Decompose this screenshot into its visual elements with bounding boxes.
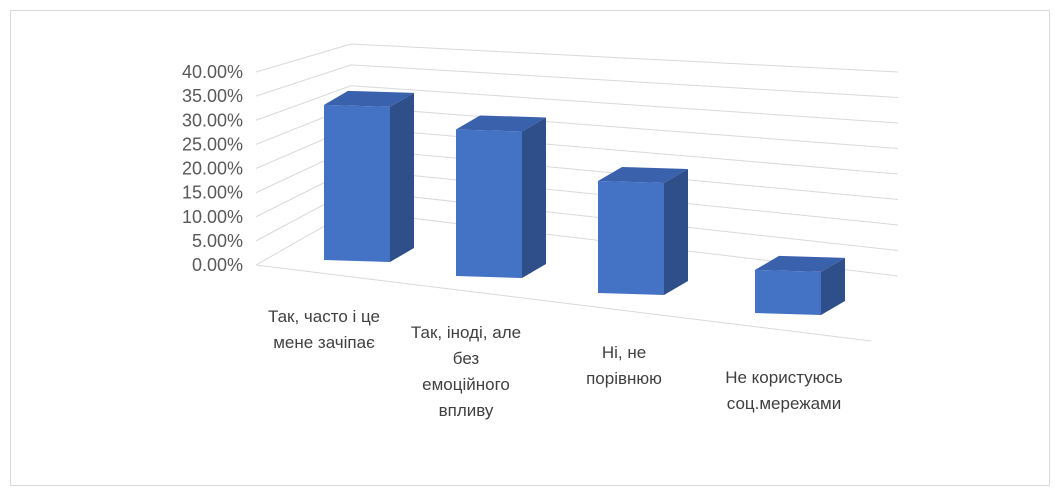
bar-side — [522, 117, 546, 279]
y-tick-label: 40.00% — [182, 62, 243, 82]
y-tick-label: 30.00% — [182, 110, 243, 130]
category-label: Так, часто і це мене зачіпає — [268, 307, 380, 352]
y-tick-label: 15.00% — [182, 183, 243, 203]
gridline — [255, 85, 899, 124]
y-axis-ticks: 0.00% 5.00% 10.00% 15.00% 20.00% 25.00% 30.00%… — [182, 62, 243, 275]
bar-front — [598, 180, 664, 295]
y-tick-label: 35.00% — [182, 86, 243, 106]
category-label: Не користуюсь соц.мережами — [725, 368, 843, 413]
category-label-line: мене зачіпає — [273, 333, 375, 352]
category-label-line: Так, часто і це — [268, 307, 380, 326]
bar — [755, 255, 845, 315]
category-label-line: соц.мережами — [727, 394, 841, 413]
category-label-line: Не користуюсь — [725, 368, 843, 387]
bar-side — [390, 92, 414, 262]
category-label-line: впливу — [439, 401, 494, 420]
bar-top — [324, 90, 414, 107]
category-label-line: Так, іноді, але — [411, 323, 521, 342]
bar-side — [821, 257, 845, 315]
floor-edge — [255, 264, 872, 342]
category-label: Так, іноді, але без емоційного впливу — [411, 323, 521, 420]
bar-top — [456, 115, 546, 132]
bars — [324, 90, 845, 315]
y-tick-label: 20.00% — [182, 159, 243, 179]
y-tick-label: 10.00% — [182, 207, 243, 227]
bar-side — [664, 168, 688, 295]
y-tick-label: 0.00% — [192, 255, 243, 275]
category-label-line: без — [453, 349, 480, 368]
category-label-line: емоційного — [422, 375, 510, 394]
bar — [456, 115, 546, 279]
bar-front — [324, 104, 390, 262]
category-label-line: порівнюю — [586, 369, 662, 388]
chart-svg: 0.00% 5.00% 10.00% 15.00% 20.00% 25.00% 30.00%… — [182, 43, 899, 420]
category-labels: Так, часто і це мене зачіпає Так, іноді, а… — [268, 307, 843, 420]
category-label-line: Ні, не — [602, 343, 646, 362]
bar-front — [755, 269, 821, 315]
gridline — [255, 43, 899, 73]
bar — [598, 166, 688, 295]
y-tick-label: 5.00% — [192, 231, 243, 251]
chart-frame: 0.00% 5.00% 10.00% 15.00% 20.00% 25.00% 30.00%… — [10, 10, 1050, 486]
gridline — [255, 64, 899, 98]
y-tick-label: 25.00% — [182, 134, 243, 154]
bar-front — [456, 129, 522, 278]
bar-top — [598, 166, 688, 183]
category-label: Ні, не порівнюю — [586, 343, 662, 388]
bar — [324, 90, 414, 262]
bar-top — [755, 255, 845, 272]
